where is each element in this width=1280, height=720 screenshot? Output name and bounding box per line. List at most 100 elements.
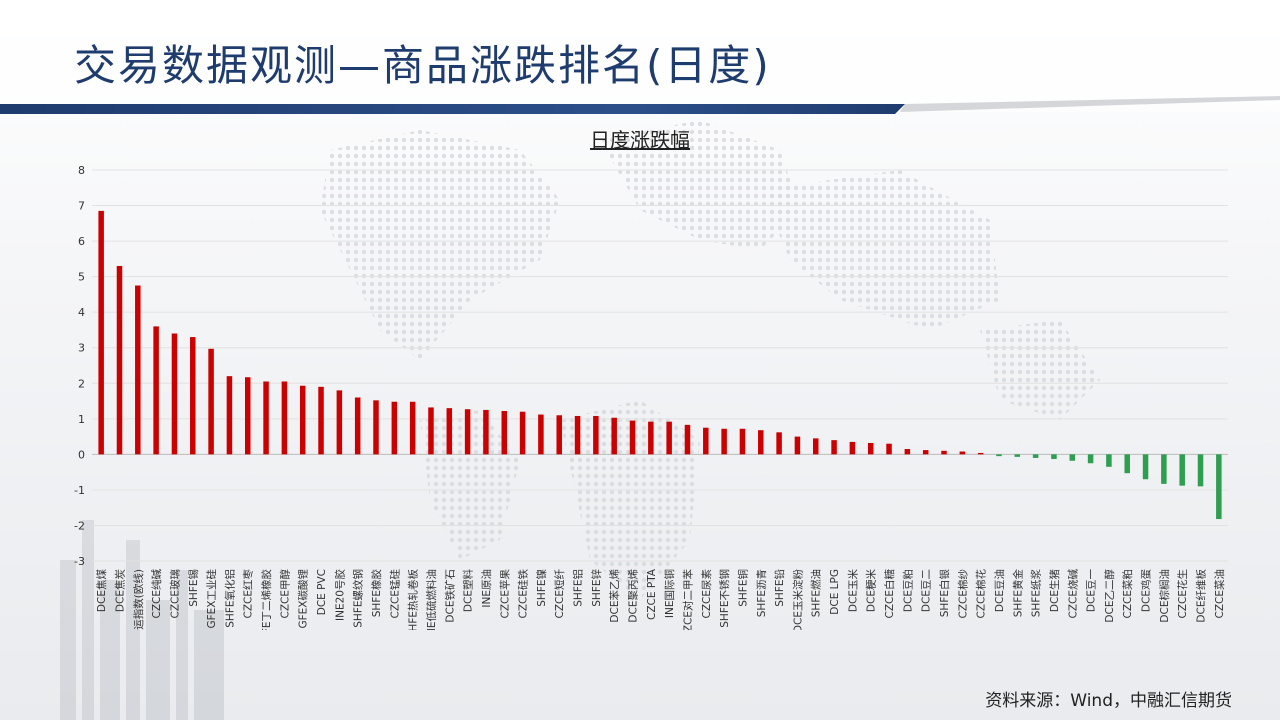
bar xyxy=(611,417,617,455)
bar xyxy=(153,326,159,455)
bar xyxy=(1014,454,1021,457)
x-tick-label: DCE鸡蛋 xyxy=(1140,569,1153,613)
x-tick-label: DCE豆粕 xyxy=(901,569,914,612)
x-tick-label: DCE玉米 xyxy=(846,569,859,613)
bar xyxy=(244,377,251,455)
bar xyxy=(721,428,727,455)
y-tick-label: -2 xyxy=(74,519,85,532)
x-tick-label: DCE纤维板 xyxy=(1195,569,1208,623)
x-tick-label: SHFE丁二烯橡胶 xyxy=(260,569,273,630)
x-tick-label: SHFE氧化铝 xyxy=(223,569,236,628)
bar xyxy=(318,386,324,455)
x-tick-label: GFEX工业硅 xyxy=(205,569,218,629)
bar xyxy=(1216,454,1222,520)
y-tick-label: -1 xyxy=(74,484,85,497)
x-tick-label: DCE LPG xyxy=(829,569,841,615)
x-tick-label: SHFE铅 xyxy=(773,569,786,607)
x-tick-label: CZCE棉纱 xyxy=(956,569,969,619)
y-tick-label: -3 xyxy=(74,555,85,568)
bar xyxy=(281,381,288,455)
x-tick-label: CZCE菜油 xyxy=(1213,569,1226,619)
y-tick-label: 7 xyxy=(78,200,85,213)
x-tick-label: CZCE短纤 xyxy=(553,569,566,619)
bar xyxy=(1051,454,1057,459)
bar xyxy=(1179,454,1185,486)
x-tick-label: CZCE尿素 xyxy=(700,569,713,619)
x-tick-label: SHFE白银 xyxy=(938,569,951,618)
x-tick-label: SHFE纸浆 xyxy=(1030,569,1043,618)
x-tick-label: SHFE燃油 xyxy=(810,569,823,617)
bar xyxy=(739,428,746,455)
y-tick-label: 1 xyxy=(78,413,85,426)
bar xyxy=(263,381,269,455)
bar xyxy=(1069,454,1076,461)
bar xyxy=(483,409,489,455)
x-tick-label: CZCE硅铁 xyxy=(517,569,530,619)
x-tick-label: DCE豆一 xyxy=(1086,569,1098,613)
bar xyxy=(941,450,947,455)
x-tick-label: CZCE纯碱 xyxy=(150,569,163,619)
bar xyxy=(299,385,306,455)
y-tick-label: 5 xyxy=(78,271,85,284)
bar xyxy=(446,408,453,455)
bar xyxy=(977,452,984,455)
bar xyxy=(922,450,929,455)
x-tick-label: INE原油 xyxy=(480,569,493,608)
x-tick-label: DCE铁矿石 xyxy=(443,569,456,623)
bar xyxy=(1124,454,1130,474)
x-tick-label: SHFE橡胶 xyxy=(370,569,383,618)
x-tick-label: SHFE铝 xyxy=(572,569,585,607)
x-tick-label: SHFE黄金 xyxy=(1011,569,1024,618)
x-tick-label: SHFE镍 xyxy=(535,569,548,607)
x-tick-label: DCE豆二 xyxy=(921,569,933,612)
bar xyxy=(208,348,214,455)
x-tick-label: CZCE苹果 xyxy=(498,569,511,619)
bar xyxy=(354,397,361,455)
bar xyxy=(538,414,544,455)
y-tick-label: 3 xyxy=(78,342,85,355)
bar xyxy=(593,415,599,455)
source-note: 资料来源：Wind，中融汇信期货 xyxy=(985,691,1232,711)
x-tick-label: CZCE甲醇 xyxy=(278,569,291,619)
bar xyxy=(1087,454,1094,464)
bar xyxy=(409,401,416,455)
x-tick-label: SHFE热轧卷板 xyxy=(407,569,420,630)
bar xyxy=(373,400,379,455)
bar xyxy=(648,421,654,455)
x-tick-label: CZCE PTA xyxy=(646,568,658,620)
x-tick-label: SHFE沥青 xyxy=(755,569,768,617)
bar-chart: -3 -2 -1 0 1 2 3 4 5 6 7 8 DCE焦煤 DCE焦炭 INE集运指数(欧线) CZCE… xyxy=(74,164,1228,630)
bar xyxy=(886,443,892,455)
x-tick-label: DCE塑料 xyxy=(462,569,475,613)
bar xyxy=(519,411,526,455)
x-tick-label: INE集运指数(欧线) xyxy=(132,569,145,630)
chart-title: 日度涨跌幅 xyxy=(590,128,690,152)
y-tick-label: 4 xyxy=(78,306,85,319)
bar xyxy=(171,333,178,455)
bar xyxy=(812,438,819,455)
y-tick-label: 6 xyxy=(78,235,85,248)
x-tick-label: SHFE锡 xyxy=(187,569,200,607)
y-tick-label: 0 xyxy=(78,448,85,461)
y-tick-label: 8 xyxy=(78,164,85,177)
bar xyxy=(135,285,141,455)
bar xyxy=(428,407,434,455)
x-tick-label: CZCE烧碱 xyxy=(1066,569,1079,619)
x-tick-label: CZCE花生 xyxy=(1176,569,1189,619)
x-tick-label: INE20号胶 xyxy=(333,569,346,621)
bar xyxy=(776,432,782,455)
x-tick-label: DCE焦炭 xyxy=(113,569,126,613)
bar xyxy=(1032,454,1039,458)
bar xyxy=(758,430,764,455)
bar xyxy=(867,442,874,455)
bar xyxy=(996,454,1002,457)
y-tick-label: 2 xyxy=(78,377,85,390)
bar xyxy=(684,424,691,455)
bar xyxy=(1142,454,1149,480)
x-tick-label: DCE苯乙烯 xyxy=(608,569,621,623)
bar xyxy=(849,441,856,455)
x-tick-label: CZCE对二甲苯 xyxy=(681,569,694,630)
x-tick-label: SHFE锌 xyxy=(590,569,603,607)
bar xyxy=(1197,454,1204,487)
